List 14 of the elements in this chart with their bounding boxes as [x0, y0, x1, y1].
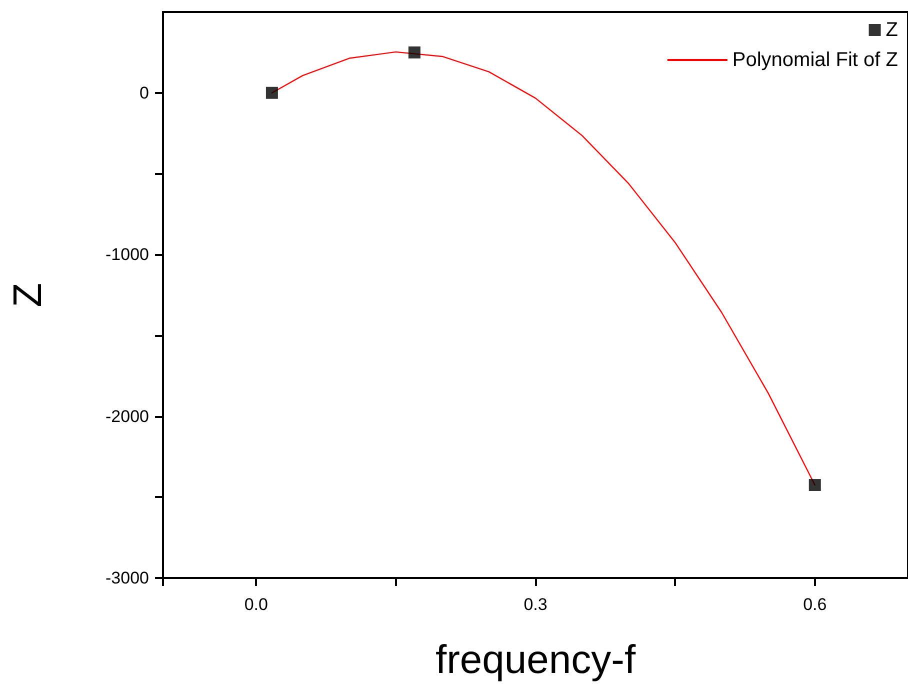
point	[266, 86, 278, 99]
point	[408, 46, 420, 58]
x-tick-label: 0.6	[803, 595, 827, 614]
point	[808, 479, 821, 492]
y-tick-label: -1000	[106, 245, 149, 264]
y-tick-label: -3000	[106, 568, 149, 588]
legend-label: Polynomial Fit of Z	[732, 49, 898, 71]
x-axis-title: frequency-f	[435, 638, 636, 682]
y-tick-label: 0	[140, 83, 149, 102]
legend-label: Z	[886, 19, 898, 41]
x-tick-label: 0.0	[244, 595, 268, 614]
y-axis-title: Z	[6, 282, 50, 308]
x-tick-label: 0.3	[524, 595, 548, 614]
y-tick-label: -2000	[106, 406, 149, 426]
